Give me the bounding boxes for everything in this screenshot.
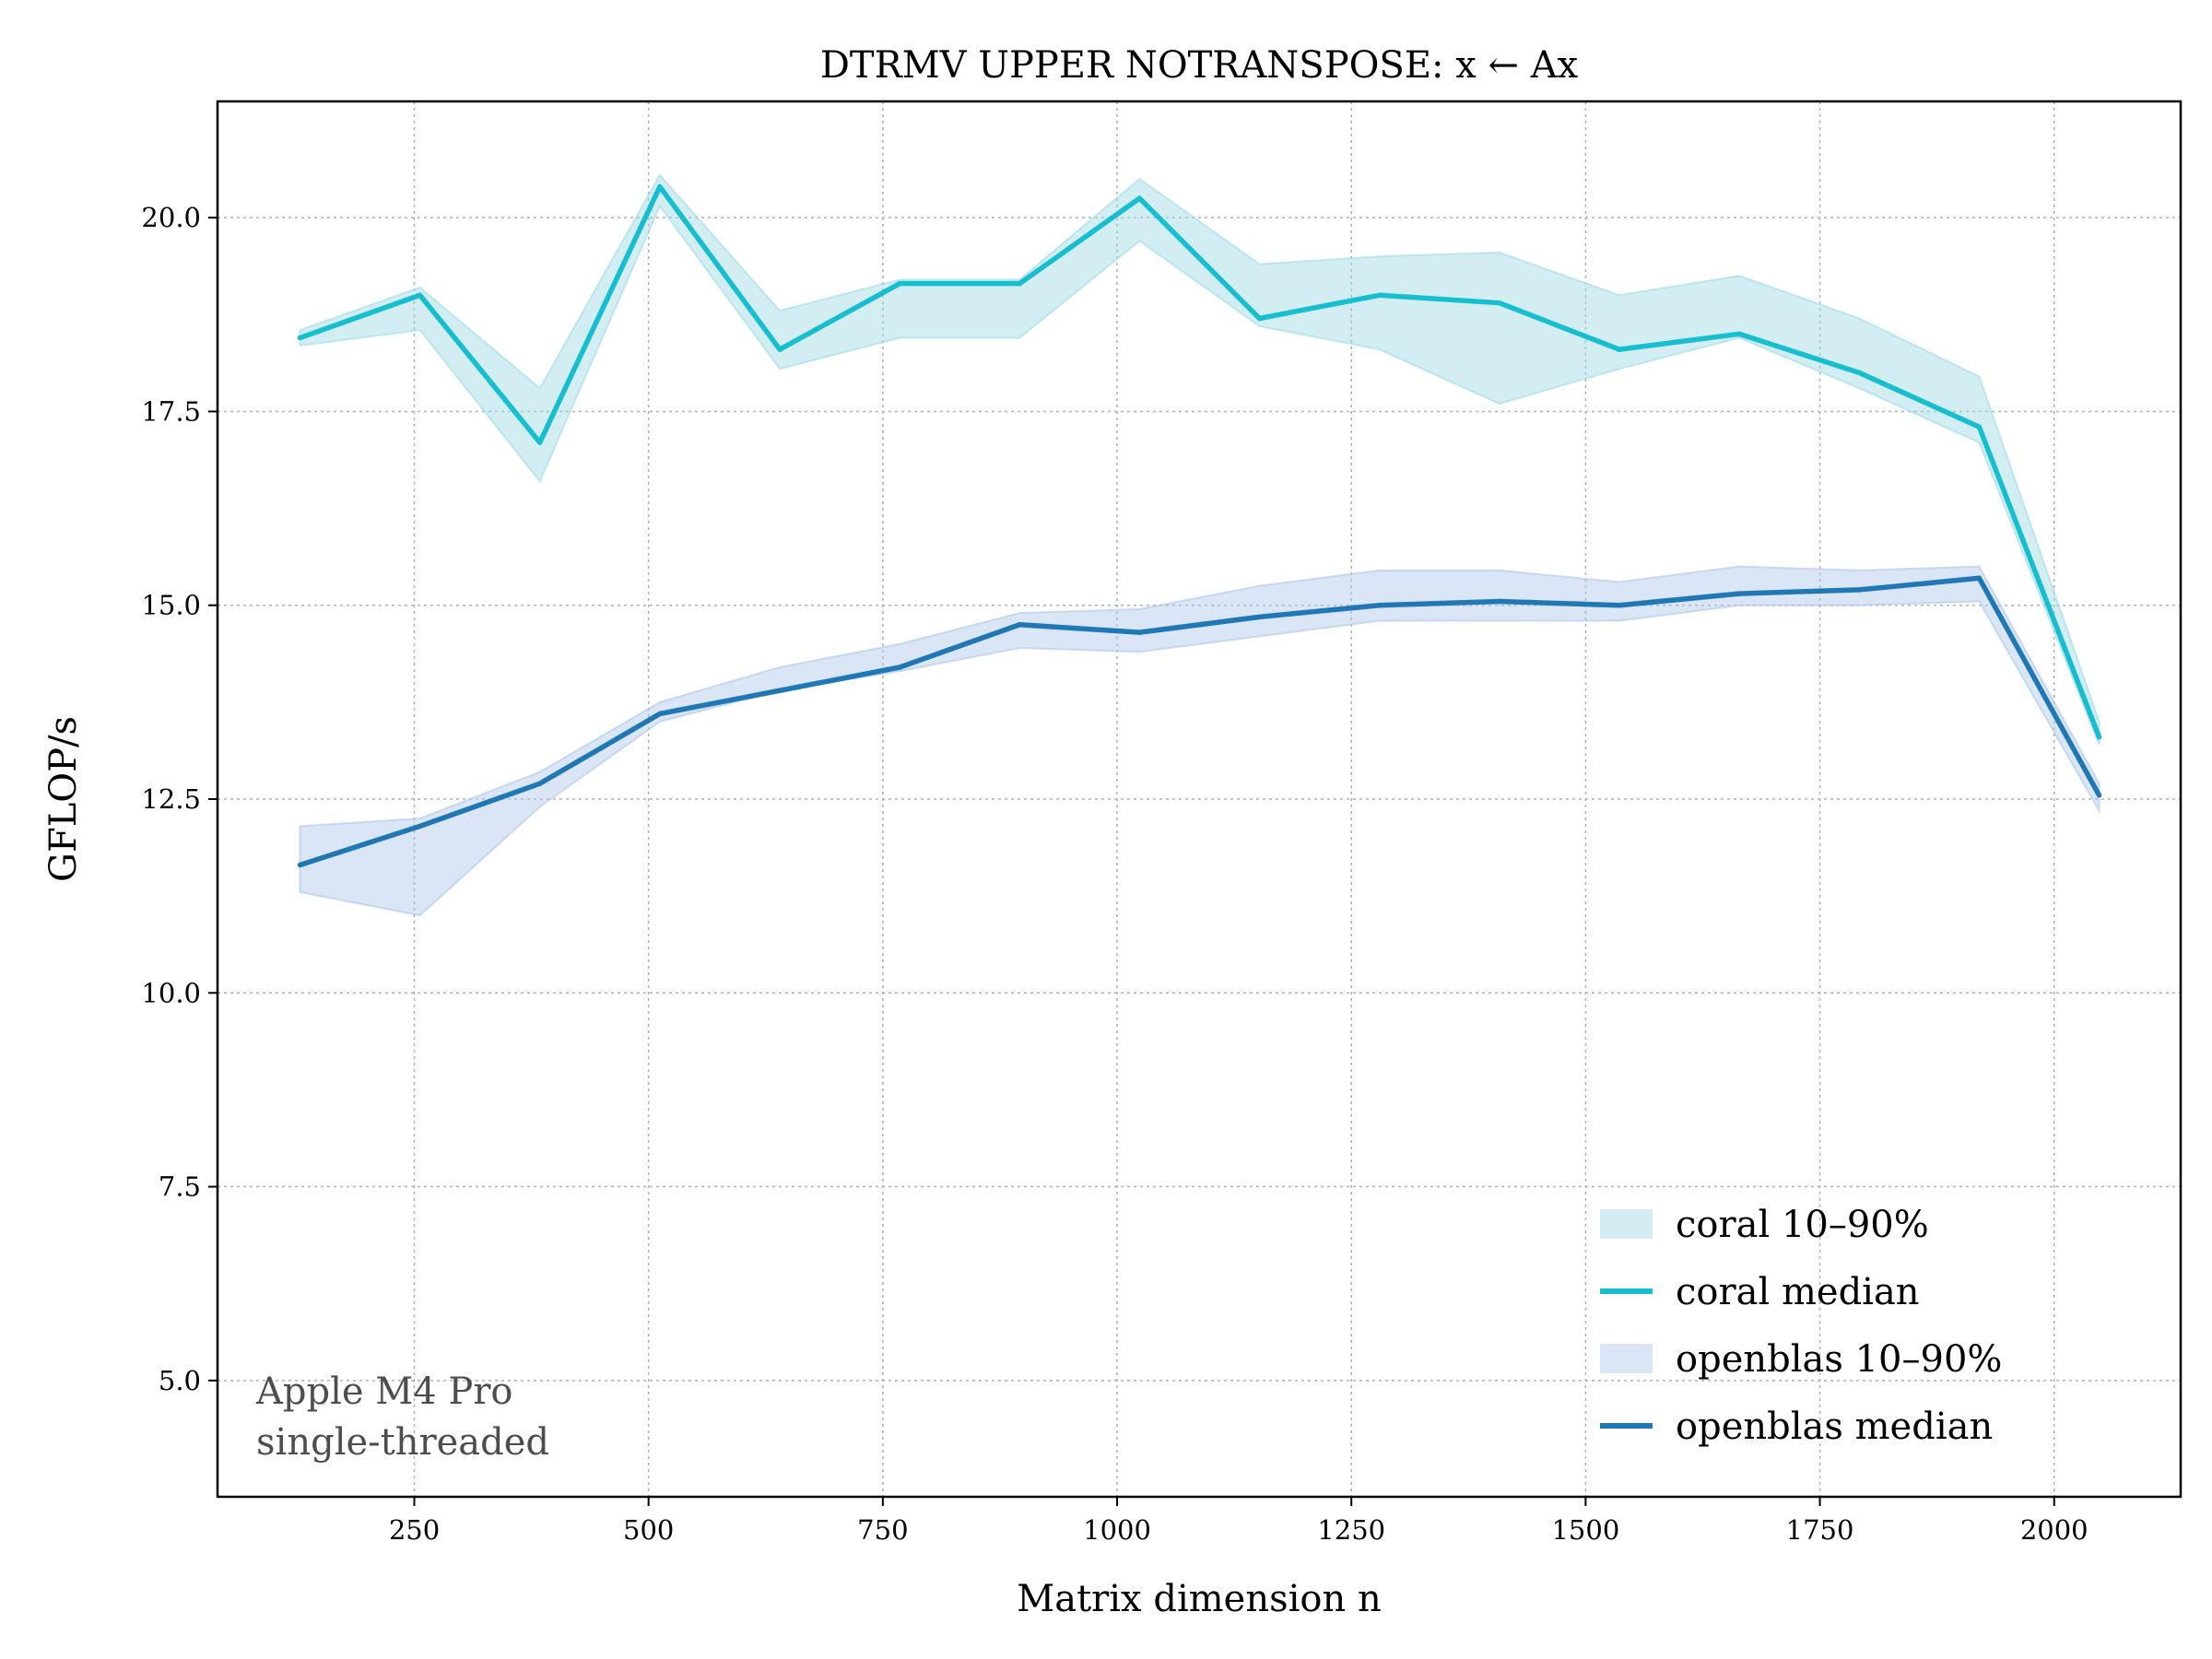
median-point xyxy=(777,688,782,693)
median-point xyxy=(777,347,782,352)
median-point xyxy=(1736,591,1742,596)
median-point xyxy=(536,781,543,786)
median-point xyxy=(1856,370,1863,376)
legend-label: coral 10–90% xyxy=(1676,1204,1929,1246)
median-point xyxy=(1017,280,1023,287)
median-point xyxy=(1976,424,1983,430)
median-point xyxy=(1497,300,1502,306)
median-point xyxy=(1976,575,1983,582)
median-point xyxy=(897,280,902,287)
median-lines xyxy=(297,183,2102,868)
x-tick-label: 250 xyxy=(389,1514,440,1546)
median-point xyxy=(297,862,303,868)
median-point xyxy=(1736,331,1742,337)
x-tick-label: 750 xyxy=(857,1514,908,1546)
median-point xyxy=(1617,347,1622,352)
legend-label: openblas median xyxy=(1676,1406,1993,1448)
median-point xyxy=(417,823,423,830)
median-point xyxy=(536,440,543,445)
median-point xyxy=(1256,614,1263,620)
chart-title: DTRMV UPPER NOTRANSPOSE: x ← Ax xyxy=(820,44,1579,87)
axis-ticks: 250 500 750 1000 1250 1500 1750 2000 5.0 7.5 10.0 1… xyxy=(141,202,2088,1546)
y-tick-label: 20.0 xyxy=(141,202,201,233)
y-tick-label: 12.5 xyxy=(141,783,201,815)
median-point xyxy=(1256,315,1263,322)
percentile-band-1 xyxy=(299,565,2100,917)
legend: coral 10–90% coral median openblas 10–90% o… xyxy=(1600,1204,2002,1448)
y-tick-label: 10.0 xyxy=(141,977,201,1008)
annotation-line-threads: single-threaded xyxy=(256,1421,549,1464)
median-point xyxy=(657,183,663,190)
median-point xyxy=(1376,292,1382,299)
median-point xyxy=(657,711,663,717)
legend-swatch-band xyxy=(1600,1344,1653,1373)
y-tick-label: 17.5 xyxy=(141,395,201,427)
x-tick-label: 1250 xyxy=(1317,1514,1385,1546)
y-axis-label: GFLOP/s xyxy=(42,716,85,882)
median-point xyxy=(1136,629,1143,635)
median-point xyxy=(897,665,902,670)
median-point xyxy=(1376,602,1382,608)
x-tick-label: 2000 xyxy=(2020,1514,2088,1546)
x-tick-label: 1500 xyxy=(1551,1514,1619,1546)
y-tick-label: 15.0 xyxy=(141,590,201,621)
median-point xyxy=(1856,587,1863,593)
legend-label: coral median xyxy=(1676,1271,1920,1313)
median-point xyxy=(1017,622,1023,628)
median-point xyxy=(297,335,303,341)
median-line-1 xyxy=(299,575,2101,868)
x-tick-label: 500 xyxy=(623,1514,674,1546)
percentile-band-0 xyxy=(299,173,2100,746)
median-point xyxy=(1617,602,1622,608)
median-point xyxy=(1497,598,1502,605)
x-axis-label: Matrix dimension n xyxy=(1017,1578,1381,1620)
legend-label: openblas 10–90% xyxy=(1676,1338,2002,1381)
percentile-bands xyxy=(299,173,2100,917)
y-tick-label: 7.5 xyxy=(159,1171,201,1203)
median-point xyxy=(2096,734,2102,740)
x-tick-label: 1750 xyxy=(1786,1514,1854,1546)
hardware-annotation: Apple M4 Pro single-threaded xyxy=(255,1371,549,1464)
y-tick-label: 5.0 xyxy=(159,1365,201,1396)
median-line-0 xyxy=(299,183,2102,738)
legend-swatch-band xyxy=(1600,1209,1653,1239)
median-point xyxy=(2096,793,2102,798)
x-tick-label: 1000 xyxy=(1083,1514,1151,1546)
median-point xyxy=(417,292,423,299)
annotation-line-cpu: Apple M4 Pro xyxy=(255,1371,513,1413)
median-point xyxy=(1136,195,1143,201)
